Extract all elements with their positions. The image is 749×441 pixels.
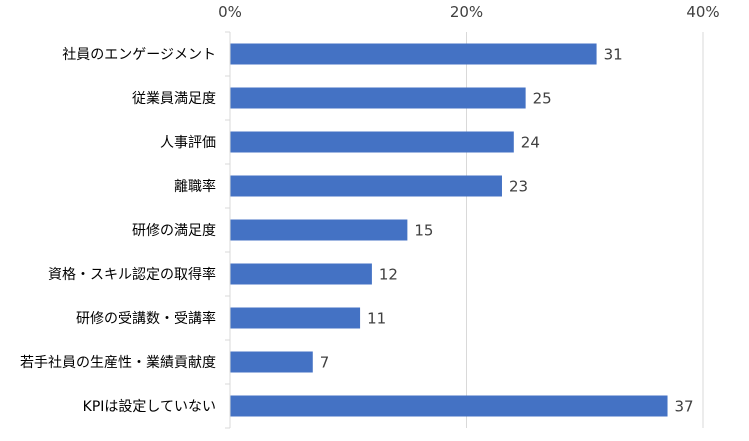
- x-tick-label: 0%: [218, 3, 242, 21]
- category-label: 研修の受講数・受講率: [76, 310, 216, 327]
- bar: [230, 395, 668, 417]
- data-label: 15: [414, 222, 433, 240]
- data-label: 31: [604, 46, 623, 64]
- category-label: 研修の満足度: [132, 223, 216, 239]
- bar: [230, 351, 313, 373]
- x-tick-label: 20%: [450, 3, 483, 21]
- category-label: 若手社員の生産性・業績貢献度: [20, 355, 216, 371]
- data-label: 24: [521, 134, 540, 152]
- category-labels: 社員のエンゲージメント従業員満足度人事評価離職率研修の満足度資格・スキル認定の取…: [20, 47, 216, 415]
- bar: [230, 87, 526, 109]
- x-tick-label: 40%: [686, 3, 719, 21]
- category-label: 資格・スキル認定の取得率: [48, 266, 216, 283]
- category-label: 人事評価: [160, 135, 216, 151]
- category-label: 社員のエンゲージメント: [62, 47, 216, 63]
- bar: [230, 131, 514, 153]
- data-label: 12: [379, 266, 398, 284]
- category-label: 離職率: [174, 178, 216, 195]
- category-label: 従業員満足度: [132, 91, 216, 107]
- bars: [230, 43, 668, 417]
- category-label: KPIは設定していない: [83, 399, 216, 415]
- data-label: 11: [367, 310, 386, 328]
- data-label: 23: [509, 178, 528, 196]
- y-axis: [225, 31, 231, 429]
- bar: [230, 175, 502, 197]
- x-axis-ticks: 0% 20% 40%: [218, 3, 720, 21]
- data-labels: 31 25 24 23 15 12 11 7 37: [320, 46, 694, 416]
- bar: [230, 43, 597, 65]
- data-label: 25: [533, 90, 552, 108]
- bar: [230, 307, 361, 329]
- data-label: 37: [675, 398, 694, 416]
- bar: [230, 219, 408, 241]
- bar: [230, 263, 372, 285]
- data-label: 7: [320, 354, 330, 372]
